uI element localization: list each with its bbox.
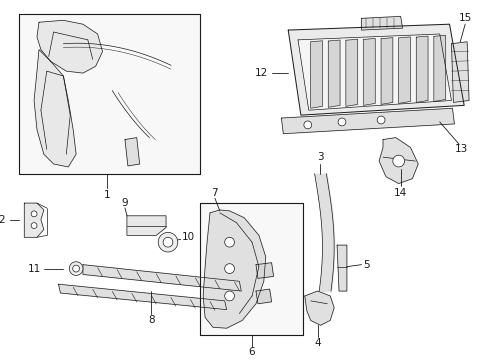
Polygon shape: [125, 138, 140, 166]
Polygon shape: [58, 284, 227, 310]
Circle shape: [225, 237, 234, 247]
Circle shape: [69, 262, 83, 275]
Text: 15: 15: [459, 13, 472, 23]
Polygon shape: [337, 245, 347, 291]
Polygon shape: [256, 263, 273, 278]
Text: 12: 12: [255, 68, 269, 78]
Polygon shape: [288, 24, 464, 115]
Polygon shape: [20, 14, 200, 174]
Text: 10: 10: [182, 232, 195, 242]
Text: 3: 3: [317, 152, 324, 162]
Text: 14: 14: [394, 188, 407, 198]
Circle shape: [225, 264, 234, 274]
Circle shape: [393, 155, 405, 167]
Polygon shape: [362, 17, 403, 30]
Circle shape: [158, 233, 178, 252]
Polygon shape: [416, 36, 428, 102]
Text: 4: 4: [314, 338, 321, 348]
Text: 11: 11: [27, 264, 41, 274]
Polygon shape: [281, 108, 454, 134]
Circle shape: [31, 211, 37, 217]
Polygon shape: [451, 42, 469, 102]
Text: 8: 8: [148, 315, 155, 325]
Polygon shape: [346, 39, 358, 106]
Polygon shape: [24, 203, 44, 237]
Text: 7: 7: [212, 188, 218, 198]
Polygon shape: [34, 50, 76, 167]
Circle shape: [377, 116, 385, 124]
Polygon shape: [364, 39, 375, 105]
Polygon shape: [381, 38, 393, 104]
Polygon shape: [200, 203, 303, 335]
Text: 6: 6: [249, 347, 255, 357]
Circle shape: [304, 121, 312, 129]
Polygon shape: [399, 37, 411, 103]
Text: 9: 9: [122, 198, 128, 208]
Circle shape: [163, 237, 173, 247]
Polygon shape: [37, 20, 102, 73]
Polygon shape: [434, 35, 445, 102]
Circle shape: [31, 222, 37, 229]
Polygon shape: [203, 210, 266, 328]
Circle shape: [73, 265, 79, 272]
Circle shape: [338, 118, 346, 126]
Text: 1: 1: [104, 190, 111, 200]
Polygon shape: [311, 41, 322, 108]
Polygon shape: [127, 216, 166, 235]
Polygon shape: [379, 138, 418, 184]
Text: 13: 13: [455, 144, 468, 154]
Polygon shape: [83, 265, 241, 291]
Polygon shape: [328, 40, 340, 107]
Text: 5: 5: [363, 260, 370, 270]
Text: 2: 2: [0, 215, 5, 225]
Circle shape: [225, 291, 234, 301]
Polygon shape: [305, 291, 334, 325]
Polygon shape: [256, 289, 271, 304]
Polygon shape: [298, 34, 451, 110]
